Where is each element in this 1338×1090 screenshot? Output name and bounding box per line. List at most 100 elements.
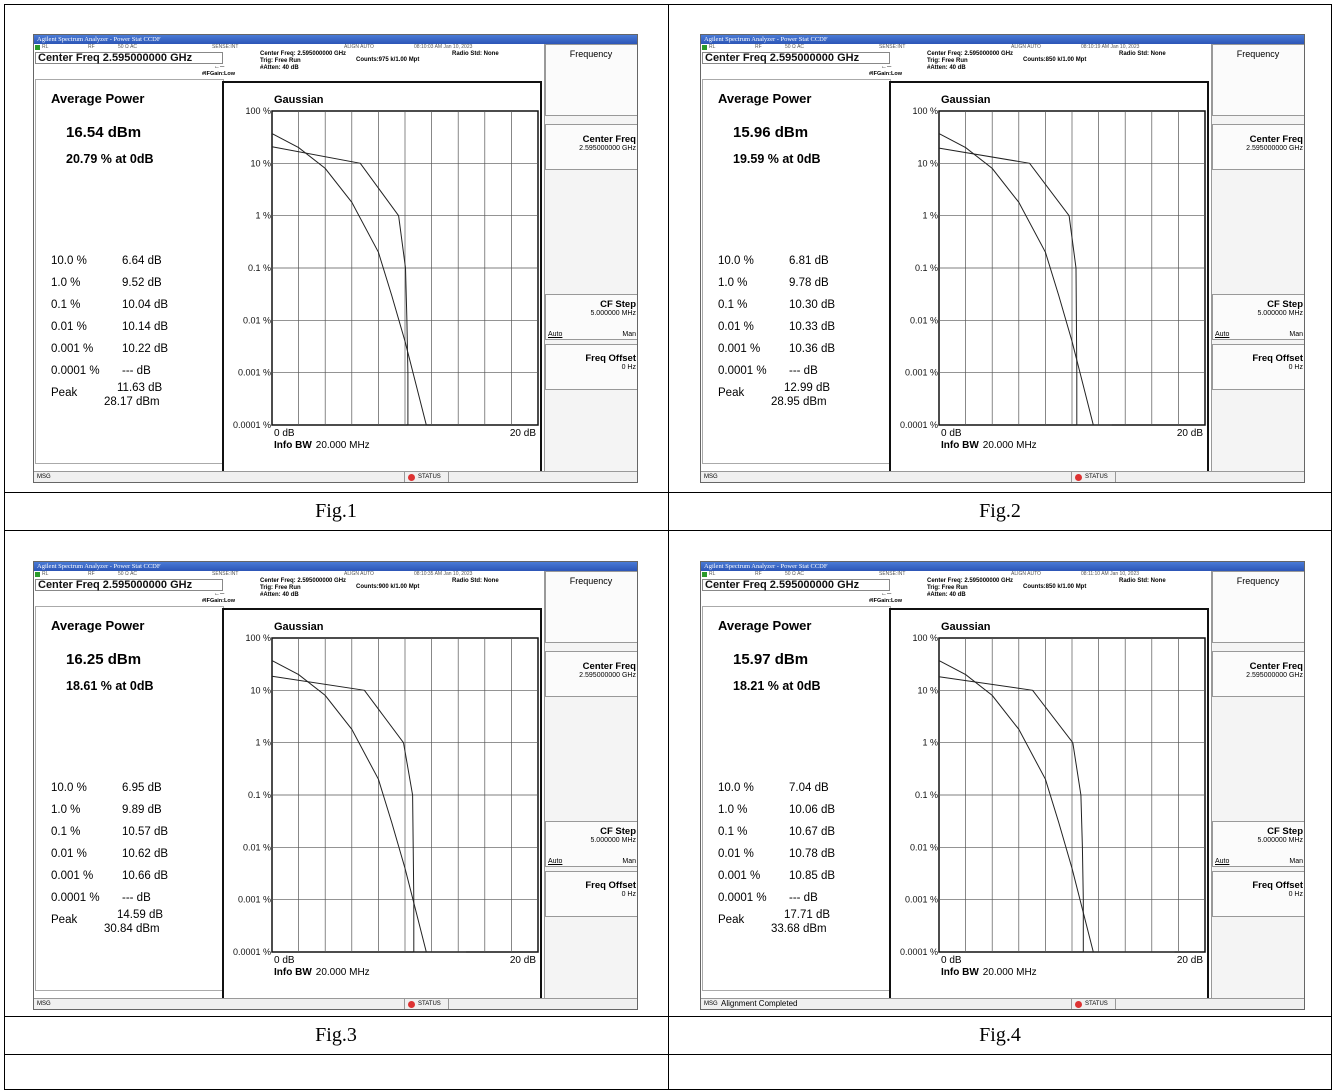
- if-gain-label: #IFGain:Low: [869, 71, 902, 77]
- stat-percent: 0.0001 %: [51, 365, 100, 377]
- status-button[interactable]: STATUS: [407, 999, 441, 1009]
- status-button[interactable]: STATUS: [1074, 999, 1108, 1009]
- info-bw-value: 20.000 MHz: [316, 967, 370, 978]
- acquisition-info-line: Center Freq: 2.595000000 GHz: [260, 578, 347, 584]
- softkey-center-freq-label: Center Freq: [1249, 134, 1303, 145]
- auto-man-toggle[interactable]: Auto Man: [1215, 858, 1303, 865]
- analyzer-screenshot: Agilent Spectrum Analyzer - Power Stat C…: [33, 561, 638, 1010]
- softkey-cf-step[interactable]: CF Step 5.000000 MHz Auto Man: [545, 821, 637, 867]
- status-item: 50 Ω AC: [785, 571, 805, 577]
- auto-option[interactable]: Auto: [1215, 331, 1230, 338]
- status-item: RF: [755, 571, 762, 577]
- man-option[interactable]: Man: [1289, 331, 1303, 338]
- info-bw-value: 20.000 MHz: [316, 440, 370, 451]
- softkey-freq-offset[interactable]: Freq Offset 0 Hz: [1212, 344, 1304, 390]
- softkey-center-freq[interactable]: Center Freq 2.595000000 GHz: [545, 651, 637, 697]
- softkey-frequency[interactable]: Frequency: [545, 571, 637, 643]
- center-freq-field[interactable]: Center Freq 2.595000000 GHz: [702, 52, 890, 64]
- man-option[interactable]: Man: [622, 331, 636, 338]
- stat-value: 10.06 dB: [789, 804, 836, 816]
- softkey-cf-step-value: 5.000000 MHz: [1257, 310, 1303, 317]
- softkey-center-freq-value: 2.595000000 GHz: [1246, 145, 1303, 152]
- auto-option[interactable]: Auto: [548, 858, 563, 865]
- stat-value: --- dB: [122, 892, 151, 904]
- softkey-frequency[interactable]: Frequency: [1212, 571, 1304, 643]
- average-power-value: 16.25 dBm: [66, 651, 142, 668]
- center-freq-field[interactable]: Center Freq 2.595000000 GHz: [35, 579, 223, 591]
- status-divider: [404, 472, 449, 482]
- softkey-freq-offset[interactable]: Freq Offset 0 Hz: [1212, 871, 1304, 917]
- softkey-cf-step-value: 5.000000 MHz: [590, 310, 636, 317]
- softkey-cf-step[interactable]: CF Step 5.000000 MHz Auto Man: [1212, 294, 1304, 340]
- softkey-center-freq[interactable]: Center Freq 2.595000000 GHz: [1212, 124, 1304, 170]
- status-bar: MSG STATUS: [34, 998, 637, 1009]
- softkey-freq-offset[interactable]: Freq Offset 0 Hz: [545, 344, 637, 390]
- softkey-cf-step[interactable]: CF Step 5.000000 MHz Auto Man: [545, 294, 637, 340]
- softkey-frequency[interactable]: Frequency: [545, 44, 637, 116]
- softkey-cf-step-label: CF Step: [1267, 826, 1303, 837]
- x-start-label: 0 dB: [941, 428, 962, 439]
- y-tick-label: 10 %: [250, 685, 271, 695]
- softkey-cf-step-label: CF Step: [600, 826, 636, 837]
- status-item: ALIGN AUTO: [344, 571, 374, 577]
- auto-man-toggle[interactable]: Auto Man: [1215, 331, 1303, 338]
- peak-db: 11.63 dB: [117, 382, 163, 394]
- stat-value: 9.52 dB: [122, 277, 162, 289]
- acquisition-info: Center Freq: 2.595000000 GHz Trig: Free R…: [927, 51, 1013, 71]
- status-divider: [1071, 999, 1116, 1009]
- measured-ccdf-curve: [271, 146, 427, 426]
- center-freq-field[interactable]: Center Freq 2.595000000 GHz: [702, 579, 890, 591]
- if-gain-label: #IFGain:Low: [202, 71, 235, 77]
- acquisition-info-line: Trig: Free Run: [927, 584, 968, 591]
- peak-dbm: 30.84 dBm: [104, 923, 160, 935]
- stat-value: 10.66 dB: [122, 870, 169, 882]
- status-button[interactable]: STATUS: [407, 472, 441, 482]
- stat-percent: 0.01 %: [718, 848, 754, 860]
- status-item: 50 Ω AC: [118, 44, 138, 50]
- y-tick-label: 0.1 %: [915, 790, 938, 800]
- status-item: 08:10:03 AM Jan 10, 2023: [414, 44, 473, 50]
- softkey-cf-step-value: 5.000000 MHz: [590, 837, 636, 844]
- info-bw-key: Info BW: [274, 967, 312, 978]
- stat-value: 10.57 dB: [122, 826, 169, 838]
- y-tick-label: 0.0001 %: [233, 947, 271, 957]
- softkey-center-freq[interactable]: Center Freq 2.595000000 GHz: [1212, 651, 1304, 697]
- status-item: RL: [42, 571, 49, 577]
- softkey-center-freq[interactable]: Center Freq 2.595000000 GHz: [545, 124, 637, 170]
- man-option[interactable]: Man: [622, 858, 636, 865]
- softkey-cf-step[interactable]: CF Step 5.000000 MHz Auto Man: [1212, 821, 1304, 867]
- y-tick-label: 100 %: [912, 633, 938, 643]
- y-tick-label: 1 %: [255, 211, 271, 221]
- softkey-cf-step-value: 5.000000 MHz: [1257, 837, 1303, 844]
- stat-value: 10.30 dB: [789, 299, 836, 311]
- status-button[interactable]: STATUS: [1074, 472, 1108, 482]
- auto-option[interactable]: Auto: [548, 331, 563, 338]
- stat-value: 9.78 dB: [789, 277, 829, 289]
- softkey-cf-step-label: CF Step: [1267, 299, 1303, 310]
- acquisition-info-line: Center Freq: 2.595000000 GHz: [927, 578, 1014, 584]
- auto-man-toggle[interactable]: Auto Man: [548, 858, 636, 865]
- softkey-freq-offset-label: Freq Offset: [1252, 353, 1303, 364]
- sense-led-icon: [35, 572, 40, 577]
- center-freq-field[interactable]: Center Freq 2.595000000 GHz: [35, 52, 223, 64]
- auto-option[interactable]: Auto: [1215, 858, 1230, 865]
- stat-value: --- dB: [122, 365, 151, 377]
- analyzer-screenshot: Agilent Spectrum Analyzer - Power Stat C…: [33, 34, 638, 483]
- window-title: Agilent Spectrum Analyzer - Power Stat C…: [34, 35, 637, 44]
- info-bw-label: Info BW 20.000 MHz: [941, 440, 1037, 451]
- softkey-frequency[interactable]: Frequency: [1212, 44, 1304, 116]
- acquisition-info-line: Trig: Free Run: [260, 584, 301, 591]
- status-item: RL: [709, 44, 716, 50]
- x-end-label: 20 dB: [1177, 955, 1203, 966]
- auto-man-toggle[interactable]: Auto Man: [548, 331, 636, 338]
- stat-percent: 0.001 %: [51, 870, 94, 882]
- x-end-label: 20 dB: [510, 955, 536, 966]
- msg-label: MSG: [37, 1001, 51, 1007]
- status-bar: MSG Alignment Completed STATUS: [701, 998, 1304, 1009]
- softkey-freq-offset[interactable]: Freq Offset 0 Hz: [545, 871, 637, 917]
- man-option[interactable]: Man: [1289, 858, 1303, 865]
- status-item: SENSE:INT: [879, 571, 906, 577]
- softkey-center-freq-label: Center Freq: [1249, 661, 1303, 672]
- stat-percent: 1.0 %: [51, 277, 81, 289]
